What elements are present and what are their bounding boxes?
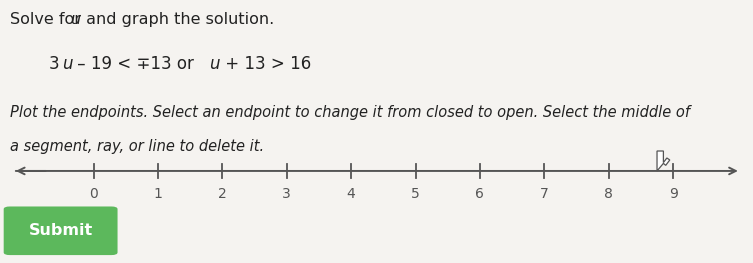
Text: 7: 7 bbox=[540, 187, 549, 201]
Text: + 13 > 16: + 13 > 16 bbox=[220, 55, 311, 73]
Text: 4: 4 bbox=[346, 187, 355, 201]
Text: and graph the solution.: and graph the solution. bbox=[81, 12, 274, 27]
Text: 3: 3 bbox=[282, 187, 291, 201]
Text: 3: 3 bbox=[49, 55, 59, 73]
Text: 8: 8 bbox=[605, 187, 613, 201]
Text: Plot the endpoints. Select an endpoint to change it from closed to open. Select : Plot the endpoints. Select an endpoint t… bbox=[10, 105, 690, 120]
Polygon shape bbox=[657, 151, 669, 171]
Text: u: u bbox=[70, 12, 80, 27]
Text: 9: 9 bbox=[669, 187, 678, 201]
Text: Solve for: Solve for bbox=[10, 12, 86, 27]
Text: 6: 6 bbox=[475, 187, 484, 201]
Text: u: u bbox=[209, 55, 220, 73]
Text: u: u bbox=[62, 55, 72, 73]
Text: 5: 5 bbox=[411, 187, 420, 201]
Text: 0: 0 bbox=[89, 187, 98, 201]
Text: 1: 1 bbox=[154, 187, 163, 201]
Text: 2: 2 bbox=[218, 187, 227, 201]
Text: a segment, ray, or line to delete it.: a segment, ray, or line to delete it. bbox=[10, 139, 264, 154]
Text: Submit: Submit bbox=[29, 223, 93, 238]
FancyBboxPatch shape bbox=[4, 206, 117, 255]
Text: – 19 < ∓13 or: – 19 < ∓13 or bbox=[72, 55, 200, 73]
